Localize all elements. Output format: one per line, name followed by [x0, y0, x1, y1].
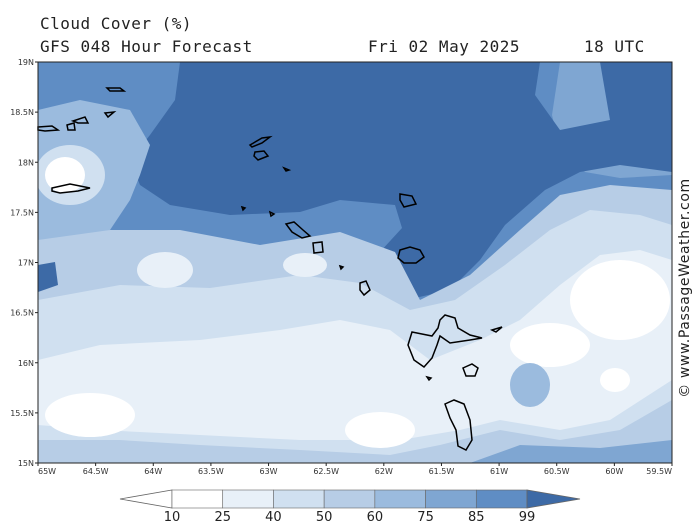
clear-patch-far-se [600, 368, 630, 392]
island-dominica [444, 399, 473, 451]
colorbar-label: 85 [468, 510, 485, 525]
clear-patch-s [345, 412, 415, 448]
colorbar-label: 40 [265, 510, 282, 525]
lat-tick-label: 17N [18, 259, 34, 268]
island-antigua [397, 246, 425, 264]
island-st-martin [253, 150, 270, 161]
colorbar-segment [273, 489, 325, 509]
island-small-bvi [103, 110, 117, 119]
lon-tick-label: 65W [38, 467, 56, 476]
colorbar-label: 75 [417, 510, 434, 525]
clear-patch-nw [45, 157, 85, 193]
island-nevis [312, 241, 324, 254]
colorbar-low-arrow [119, 489, 173, 509]
lat-tick-label: 15.5N [10, 409, 34, 418]
island-st-barths [282, 166, 292, 172]
forecast-time: 18 UTC [584, 37, 645, 56]
island-st-croix [51, 183, 91, 194]
lat-tick-label: 17.5N [10, 208, 34, 217]
colorbar-segment [323, 489, 376, 509]
lon-tick-label: 62W [375, 467, 393, 476]
lon-tick-label: 63.5W [198, 467, 224, 476]
cloud-patch-se [510, 363, 550, 407]
forecast-subtitle: GFS 048 Hour Forecast [40, 37, 253, 56]
island-guadeloupe [407, 314, 483, 368]
lon-tick-label: 63W [259, 467, 277, 476]
colorbar-segment [475, 489, 528, 509]
colorbar-high-arrow [526, 489, 581, 509]
field-dark-w-edge [38, 262, 58, 292]
field-dark-se-corner [470, 440, 672, 463]
pale-patch-w [137, 252, 193, 288]
island-montserrat [359, 280, 371, 297]
island-redonda [338, 264, 345, 271]
colorbar-segment [171, 489, 224, 509]
island-desirade [489, 326, 503, 333]
lon-tick-label: 61.5W [429, 467, 455, 476]
colorbar: 10 25 40 50 60 75 85 99 [119, 489, 581, 525]
clear-patch-sw [45, 393, 135, 437]
lat-tick-label: 16.5N [10, 309, 34, 318]
colorbar-segment [374, 489, 426, 509]
lat-tick-label: 19N [18, 58, 34, 67]
island-st-eustatius [268, 210, 276, 218]
clear-patch-se [510, 323, 590, 367]
island-st-kitts [284, 221, 312, 239]
island-virgin-gorda [70, 116, 90, 124]
colorbar-label: 10 [164, 510, 181, 525]
colorbar-label: 50 [316, 510, 333, 525]
lon-tick-label: 64.5W [83, 467, 109, 476]
lon-tick-label: 60.5W [544, 467, 570, 476]
lat-tick-label: 16N [18, 359, 34, 368]
credit-watermark: © www.PassageWeather.com [674, 148, 696, 428]
clear-patch-e [570, 260, 670, 340]
lon-tick-label: 64W [144, 467, 162, 476]
island-saba [240, 205, 247, 212]
lat-tick-label: 15N [18, 459, 34, 468]
forecast-date: Fri 02 May 2025 [368, 37, 520, 56]
cloud-cover-field [38, 62, 672, 463]
pale-patch-c [283, 253, 327, 277]
lon-tick-label: 60W [605, 467, 623, 476]
field-dark-north [130, 62, 672, 298]
colorbar-label: 25 [214, 510, 231, 525]
colorbar-label: 99 [519, 510, 536, 525]
island-tortola [66, 122, 76, 131]
island-barbuda [399, 193, 418, 208]
colorbar-label: 60 [367, 510, 384, 525]
credit-text: © www.PassageWeather.com [677, 178, 693, 398]
latitude-axis: 19N 18.5N 18N 17.5N 17N 16.5N 16N 15.5N 15N [10, 58, 38, 468]
lon-tick-label: 62.5W [313, 467, 339, 476]
colorbar-segment [222, 489, 274, 509]
island-marie-galante [462, 363, 479, 377]
island-anguilla [248, 135, 273, 148]
lat-tick-label: 18.5N [10, 108, 34, 117]
lat-tick-label: 18N [18, 158, 34, 167]
lon-tick-label: 61W [490, 467, 508, 476]
map-title: Cloud Cover (%) [40, 14, 192, 33]
island-les-saintes [425, 375, 433, 382]
longitude-axis: 65W 64.5W 64W 63.5W 63W 62.5W 62W 61.5W 61W 60.5W… [37, 463, 673, 476]
lon-tick-label: 59.5W [646, 467, 672, 476]
colorbar-segment [425, 489, 477, 509]
island-anegada [105, 87, 127, 92]
